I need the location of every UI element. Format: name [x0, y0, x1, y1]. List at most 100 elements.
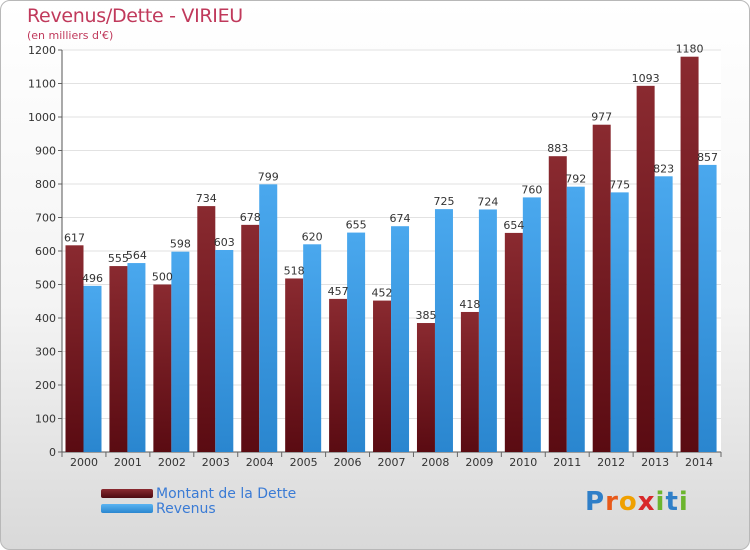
x-tick-label: 2001	[114, 456, 142, 469]
logo-letter: i	[678, 487, 689, 517]
y-tick-label: 1000	[28, 111, 56, 124]
data-label-revenus: 564	[126, 249, 147, 262]
y-tick-label: 0	[49, 446, 56, 459]
bar-chart: 0 100 200 300 400 500 600 700 800 900 1000 1100 1200…	[28, 43, 722, 469]
data-label-revenus: 760	[521, 183, 542, 196]
x-tick-label: 2014	[685, 456, 713, 469]
y-tick-label: 900	[35, 145, 56, 158]
data-label-dette: 977	[591, 111, 612, 124]
data-label-revenus: 725	[433, 195, 454, 208]
x-tick-label: 2010	[509, 456, 537, 469]
data-label-revenus: 598	[170, 238, 191, 251]
y-tick-label: 1100	[28, 78, 56, 91]
x-tick-label: 2008	[421, 456, 449, 469]
bar-dette	[109, 266, 128, 452]
y-tick-label: 700	[35, 212, 56, 225]
logo-letter: t	[665, 487, 679, 517]
logo-letter: o	[618, 487, 638, 517]
legend-swatch-revenus	[101, 504, 153, 513]
data-label-revenus: 655	[346, 219, 367, 232]
proxiti-logo: Proxiti	[585, 487, 689, 517]
data-label-dette: 555	[108, 252, 129, 265]
x-tick-label: 2004	[246, 456, 274, 469]
x-tick-label: 2012	[597, 456, 625, 469]
y-tick-label: 300	[35, 346, 56, 359]
bar-dette	[680, 56, 699, 452]
y-tick-label: 1200	[28, 44, 56, 57]
x-tick-label: 2006	[334, 456, 362, 469]
bar-revenus	[610, 192, 629, 452]
data-label-dette: 457	[328, 285, 349, 298]
legend-label-dette: Montant de la Dette	[156, 486, 297, 502]
x-tick-label: 2007	[378, 456, 406, 469]
bar-dette	[504, 232, 523, 452]
bar-revenus	[171, 251, 190, 452]
bar-revenus	[259, 184, 278, 452]
bar-revenus	[127, 263, 146, 452]
chart-subtitle: (en milliers d'€)	[27, 29, 114, 42]
data-label-dette: 678	[240, 211, 261, 224]
bar-dette	[548, 156, 567, 452]
x-tick-label: 2009	[465, 456, 493, 469]
y-tick-label: 600	[35, 245, 56, 258]
data-label-dette: 500	[152, 271, 173, 284]
bar-dette	[329, 298, 348, 452]
bar-dette	[241, 224, 260, 452]
data-label-revenus: 775	[609, 178, 630, 191]
bar-revenus	[654, 176, 673, 453]
data-label-dette: 617	[64, 231, 85, 244]
bar-dette	[65, 245, 84, 452]
data-label-dette: 418	[459, 298, 480, 311]
bar-dette	[416, 323, 435, 452]
x-tick-label: 2002	[158, 456, 186, 469]
logo-letter: x	[637, 487, 656, 517]
logo-letter: r	[605, 487, 619, 517]
bar-revenus	[83, 285, 102, 452]
data-label-revenus: 496	[82, 272, 103, 285]
x-tick-label: 2000	[70, 456, 98, 469]
data-label-revenus: 792	[565, 173, 586, 186]
data-label-dette: 734	[196, 192, 217, 205]
data-label-dette: 385	[415, 309, 436, 322]
y-tick-label: 100	[35, 413, 56, 426]
data-label-dette: 518	[284, 264, 305, 277]
bar-revenus	[478, 209, 497, 452]
data-label-revenus: 620	[302, 230, 323, 243]
data-label-revenus: 799	[258, 170, 279, 183]
bar-revenus	[391, 226, 410, 452]
bar-revenus	[347, 232, 366, 452]
legend-label-revenus: Revenus	[156, 501, 216, 517]
data-label-dette: 1093	[632, 72, 660, 85]
bar-dette	[153, 284, 172, 452]
bar-dette	[460, 311, 479, 452]
x-tick-label: 2013	[641, 456, 669, 469]
bar-dette	[373, 300, 392, 452]
chart-title: Revenus/Dette - VIRIEU	[27, 5, 243, 27]
bar-dette	[285, 278, 304, 452]
bar-revenus	[698, 164, 717, 452]
data-label-revenus: 674	[390, 212, 411, 225]
bar-revenus	[215, 249, 234, 452]
data-label-dette: 654	[503, 219, 524, 232]
data-label-revenus: 857	[697, 151, 718, 164]
logo-letter: P	[585, 487, 606, 517]
y-tick-label: 400	[35, 312, 56, 325]
bar-revenus	[434, 209, 453, 452]
data-label-revenus: 724	[477, 195, 498, 208]
data-label-dette: 452	[372, 287, 393, 300]
bar-dette	[636, 85, 655, 452]
data-label-revenus: 603	[214, 236, 235, 249]
data-label-dette: 883	[547, 142, 568, 155]
y-tick-label: 800	[35, 178, 56, 191]
y-tick-label: 500	[35, 279, 56, 292]
x-tick-label: 2011	[553, 456, 581, 469]
logo-letter: i	[655, 487, 666, 517]
bar-revenus	[522, 197, 541, 452]
legend-swatch-dette	[101, 489, 153, 498]
bar-dette	[592, 124, 611, 452]
bar-revenus	[566, 186, 585, 452]
bar-dette	[197, 206, 216, 452]
x-tick-label: 2003	[202, 456, 230, 469]
data-label-dette: 1180	[676, 43, 704, 56]
